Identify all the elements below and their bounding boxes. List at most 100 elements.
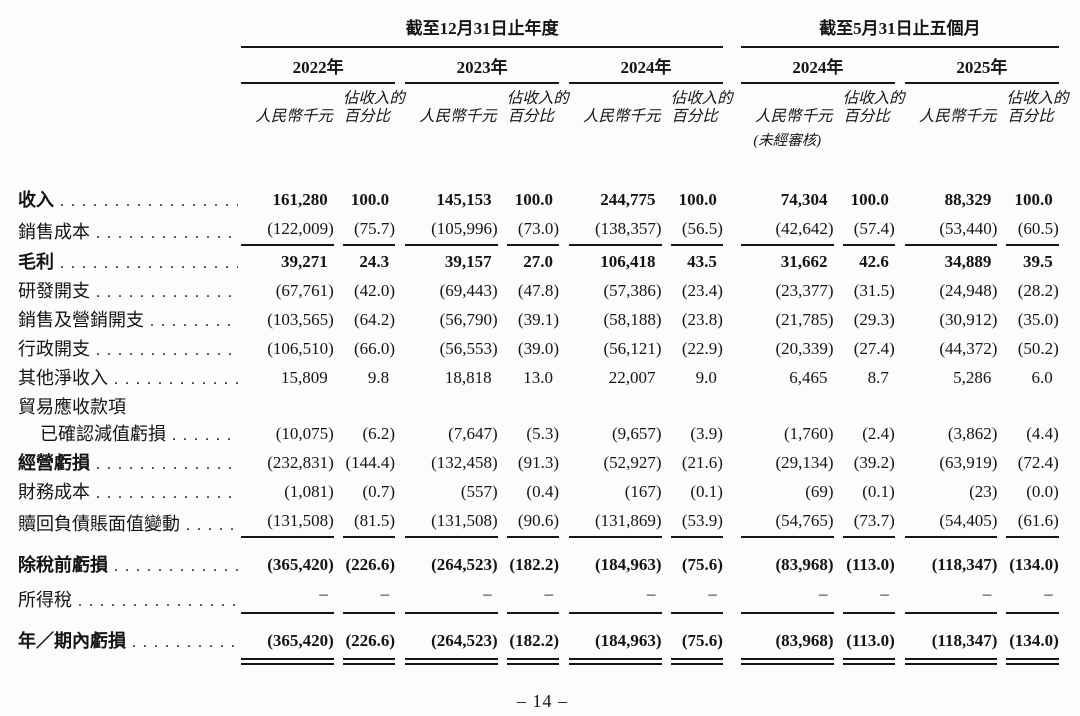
percent-cell: (3.9) xyxy=(690,424,723,443)
value-cell: (132,458) xyxy=(431,453,498,472)
double-rule xyxy=(741,658,834,665)
percent-cell: (39.1) xyxy=(517,310,559,329)
value-cell: (232,831) xyxy=(267,453,334,472)
percent-cell: (226.6) xyxy=(345,631,396,650)
percent-cell: (75.6) xyxy=(681,555,723,574)
percent-cell: (60.5) xyxy=(1006,213,1059,246)
percent-of-revenue-header: 佔收入的 百分比 xyxy=(506,90,569,125)
value-cell: (83,968) xyxy=(775,631,834,650)
table-row-finance-costs: 財務成本 (1,081) (0.7) (557) (0.4) (167) (0.… xyxy=(18,476,1067,505)
value-cell: (23,377) xyxy=(775,281,834,300)
table-row-selling-marketing-expenses: 銷售及營銷開支 (103,565) (64.2) (56,790) (39.1)… xyxy=(18,304,1067,333)
percent-cell: 42.6 xyxy=(859,252,889,271)
percent-of-revenue-header: 佔收入的 百分比 xyxy=(842,90,905,125)
percent-cell: – xyxy=(506,578,559,614)
value-cell: 6,465 xyxy=(789,368,828,387)
dot-leader xyxy=(96,280,238,304)
percent-cell: (23.8) xyxy=(681,310,723,329)
value-cell: (118,347) xyxy=(931,631,998,650)
percent-cell: (2.4) xyxy=(862,424,895,443)
value-cell: (264,523) xyxy=(431,555,498,574)
dot-leader xyxy=(96,452,238,476)
dot-leader xyxy=(96,338,238,362)
value-cell: 74,304 xyxy=(780,190,828,209)
row-label: 年／期內虧損 xyxy=(18,631,126,651)
value-cell: (83,968) xyxy=(775,555,834,574)
value-cell: (63,919) xyxy=(939,453,998,472)
table-row-revenue: 收入 161,280 100.0 145,153 100.0 244,775 1… xyxy=(18,184,1067,213)
double-rule xyxy=(904,658,998,665)
currency-unit-header: 人民幣千元 xyxy=(583,108,661,125)
value-cell: 22,007 xyxy=(608,368,656,387)
value-cell: 18,818 xyxy=(444,368,492,387)
value-cell: (56,121) xyxy=(603,339,662,358)
value-cell: (54,405) xyxy=(904,505,998,538)
row-label: 貿易應收款項 xyxy=(18,397,126,417)
percent-cell: (72.4) xyxy=(1017,453,1059,472)
percent-cell: 100.0 xyxy=(678,190,717,209)
row-label: 研發開支 xyxy=(18,281,90,301)
value-cell: 31,662 xyxy=(780,252,828,271)
value-cell: (103,565) xyxy=(267,310,334,329)
percent-cell: (5.3) xyxy=(526,424,559,443)
table-row-income-tax: 所得稅 – – – – – – – – – – xyxy=(18,578,1067,614)
percent-cell: (0.7) xyxy=(362,482,396,501)
percent-cell: (31.5) xyxy=(853,281,895,300)
value-cell: (21,785) xyxy=(775,310,834,329)
table-row-impairment-loss-recognised: 已確認減值虧損 (10,075) (6.2) (7,647) (5.3) (9,… xyxy=(18,418,1067,447)
percent-of-revenue-header: 佔收入的 百分比 xyxy=(1006,90,1069,125)
dot-leader xyxy=(132,630,238,654)
value-cell: – xyxy=(741,578,834,614)
value-cell: (1,760) xyxy=(783,424,834,443)
percent-cell: (28.2) xyxy=(1017,281,1059,300)
percent-cell: (0.1) xyxy=(690,482,723,501)
value-cell: (7,647) xyxy=(448,424,498,443)
value-cell: (57,386) xyxy=(603,281,662,300)
value-cell: – xyxy=(241,578,334,614)
value-cell: (184,963) xyxy=(594,631,662,650)
percent-cell: 39.5 xyxy=(1023,252,1053,271)
value-cell: 161,280 xyxy=(272,190,328,209)
percent-cell: 24.3 xyxy=(359,252,390,271)
value-cell: (29,134) xyxy=(775,453,834,472)
percent-cell: (75.7) xyxy=(342,213,396,246)
table-row-gross-profit: 毛利 39,271 24.3 39,157 27.0 106,418 43.5 … xyxy=(18,245,1067,275)
table-row-administrative-expenses: 行政開支 (106,510) (66.0) (56,553) (39.0) (5… xyxy=(18,333,1067,362)
dot-leader xyxy=(114,554,238,578)
percent-cell: (64.2) xyxy=(354,310,396,329)
row-label: 收入 xyxy=(18,190,54,210)
double-rule xyxy=(342,658,396,665)
table-row-loss-for-the-year-period: 年／期內虧損 (365,420) (226.6) (264,523) (182.… xyxy=(18,613,1067,654)
dot-leader xyxy=(60,189,238,213)
percent-cell: (61.6) xyxy=(1006,505,1059,538)
row-label: 其他淨收入 xyxy=(18,368,108,388)
percent-cell: 9.0 xyxy=(695,368,717,387)
period-group-header-five-months: 截至5月31日止五個月 xyxy=(741,6,1059,48)
value-cell: (167) xyxy=(624,482,662,501)
value-cell: 15,809 xyxy=(281,368,328,387)
percent-cell: (91.3) xyxy=(517,453,559,472)
percent-cell: (53.9) xyxy=(670,505,723,538)
percent-cell: (182.2) xyxy=(509,631,559,650)
prospectus-page: 截至12月31日止年度 截至5月31日止五個月 2022年 2023年 2024… xyxy=(0,6,1080,716)
double-rule xyxy=(405,658,498,665)
double-rule xyxy=(842,658,895,665)
value-cell: 39,271 xyxy=(281,252,328,271)
percent-cell: (134.0) xyxy=(1009,555,1059,574)
percent-cell: (35.0) xyxy=(1017,310,1059,329)
value-cell: (53,440) xyxy=(904,213,998,246)
percent-cell: (39.0) xyxy=(517,339,559,358)
percent-cell: 100.0 xyxy=(514,190,553,209)
row-label: 經營虧損 xyxy=(18,453,90,473)
percent-cell: 100.0 xyxy=(350,190,390,209)
value-cell: (44,372) xyxy=(939,339,998,358)
dot-leader xyxy=(172,423,238,447)
value-cell: (131,508) xyxy=(405,505,498,538)
percent-cell: (113.0) xyxy=(846,631,895,650)
percent-cell: 6.0 xyxy=(1031,368,1053,387)
unaudited-note: (未經審核) xyxy=(753,133,822,149)
percent-cell: (42.0) xyxy=(354,281,396,300)
value-cell: (20,339) xyxy=(775,339,834,358)
percent-cell: (22.9) xyxy=(681,339,723,358)
percent-cell: 100.0 xyxy=(1014,190,1053,209)
